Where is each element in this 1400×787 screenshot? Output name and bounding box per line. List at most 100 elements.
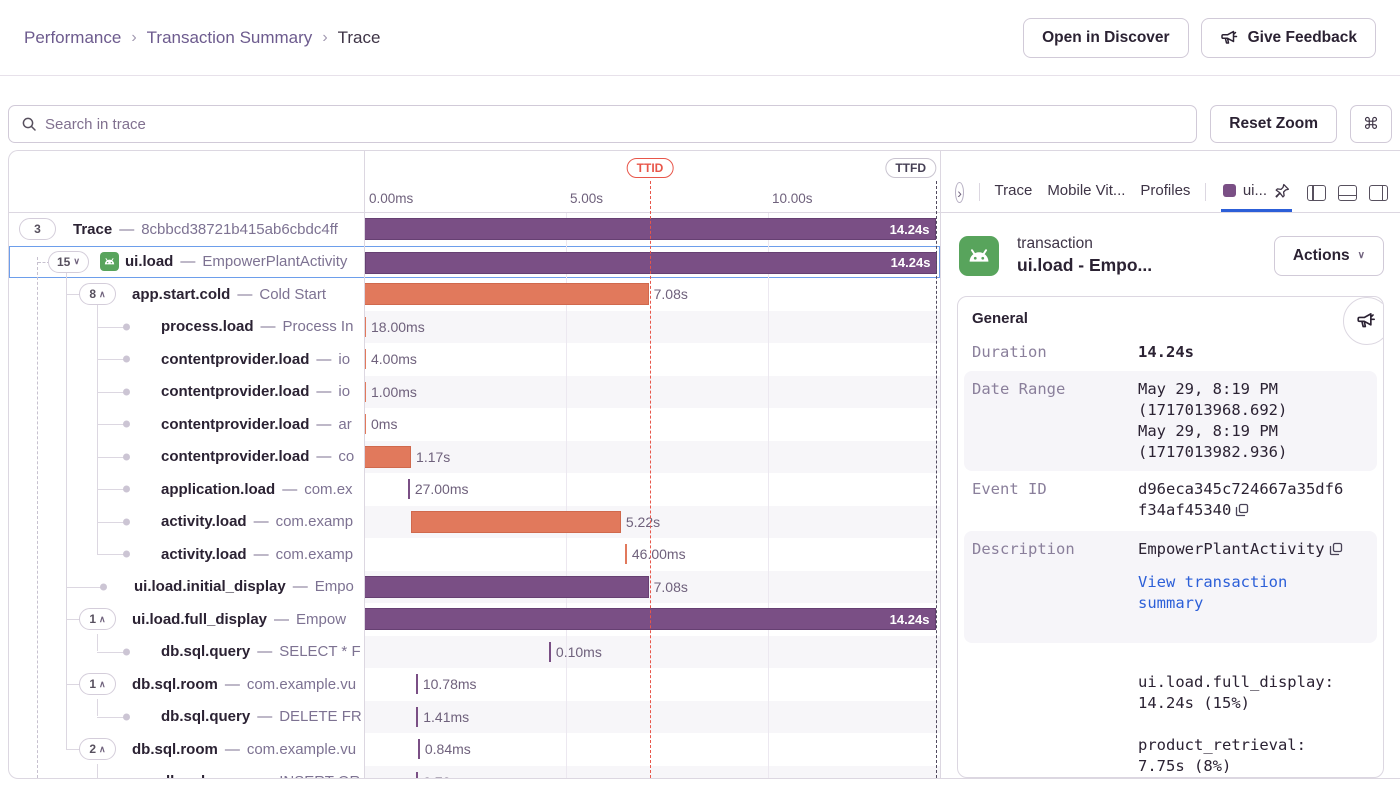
op-desc-separator: — <box>316 350 332 368</box>
collapse-panel-icon[interactable]: › <box>955 182 965 203</box>
view-transaction-summary-link[interactable]: View transaction summary <box>1138 573 1288 612</box>
op-desc-separator: — <box>257 773 272 778</box>
span-duration-bar[interactable] <box>364 381 366 402</box>
op-desc-separator: — <box>257 708 273 726</box>
span-duration-bar[interactable] <box>364 283 649 305</box>
description-text: EmpowerPlantActivity <box>1138 540 1325 558</box>
leaf-dot-icon <box>123 453 130 461</box>
span-duration-bar[interactable] <box>624 544 627 564</box>
detail-row-date-range: Date Range May 29, 8:19 PM (1717013968.6… <box>964 371 1377 471</box>
trace-row[interactable]: db.sql.query — SELECT * F 0.10ms <box>9 635 940 668</box>
trace-row[interactable]: 1 ∧ db.sql.room — com.example.vu 10.78ms <box>9 668 940 701</box>
trace-row[interactable]: application.load — com.ex 27.00ms <box>9 473 940 506</box>
expand-badge[interactable]: 1 ∧ <box>79 608 116 631</box>
trace-row[interactable]: activity.load — com.examp 46.00ms <box>9 538 940 571</box>
row-tree-cell: contentprovider.load — ar <box>9 408 364 441</box>
open-in-discover-button[interactable]: Open in Discover <box>1023 17 1189 58</box>
leaf-dot-icon <box>100 583 107 591</box>
feedback-float-button[interactable] <box>1343 297 1383 345</box>
leaf-dot-icon <box>123 323 130 331</box>
tree-timeline-divider[interactable] <box>364 151 365 778</box>
row-timeline-cell: 14.24s <box>364 603 940 636</box>
copy-icon[interactable] <box>1235 502 1249 523</box>
axis-tick-10s: 10.00s <box>772 191 813 206</box>
row-op: activity.load <box>161 545 247 563</box>
tab-mobile-vitals[interactable]: Mobile Vit... <box>1047 182 1126 199</box>
tab-active-span[interactable]: ui... <box>1220 182 1292 212</box>
expand-badge[interactable]: 15 ∨ <box>48 250 89 273</box>
expand-badge[interactable]: 1 ∧ <box>79 673 116 696</box>
trace-row[interactable]: 8 ∧ app.start.cold — Cold Start 7.08s <box>9 278 940 311</box>
breadcrumb-performance[interactable]: Performance <box>24 27 122 47</box>
row-description: DELETE FR <box>279 708 362 726</box>
layout-bottom-icon[interactable] <box>1338 185 1357 201</box>
android-icon <box>959 235 999 276</box>
span-duration-bar[interactable] <box>548 641 551 662</box>
span-duration-bar[interactable]: 14.24s <box>365 251 938 274</box>
span-duration-bar[interactable] <box>415 674 418 694</box>
reset-zoom-button[interactable]: Reset Zoom <box>1210 105 1337 143</box>
search-input[interactable] <box>45 115 1185 133</box>
shortcut-command-button[interactable]: ⌘ <box>1350 105 1392 143</box>
row-tree-cell: 1 ∧ ui.load.full_display — Empow <box>9 603 364 636</box>
trace-row[interactable]: contentprovider.load — ar 0ms <box>9 408 940 441</box>
layout-left-icon[interactable] <box>1307 185 1326 201</box>
span-duration-bar[interactable] <box>416 771 419 778</box>
span-duration-label: 1.00ms <box>371 383 417 400</box>
axis-tick-5s: 5.00s <box>570 191 604 206</box>
trace-row[interactable]: activity.load — com.examp 5.22s <box>9 505 940 538</box>
chevron-up-icon: ∧ <box>99 288 106 299</box>
leaf-dot-icon <box>123 518 130 526</box>
row-op: db.sql.room <box>132 675 218 693</box>
ttfd-marker-badge[interactable]: TTFD <box>885 158 936 178</box>
span-duration-bar[interactable] <box>364 575 649 598</box>
trace-row[interactable]: 3 Trace — 8cbbcd38721b415ab6cbdc4ff 14.24s <box>9 213 940 246</box>
expand-badge[interactable]: 2 ∧ <box>79 738 116 761</box>
row-tree-cell: activity.load — com.examp <box>9 538 364 571</box>
trace-row[interactable]: db.sql.query — DELETE FR 1.41ms <box>9 700 940 733</box>
copy-icon[interactable] <box>1329 541 1343 562</box>
actions-button[interactable]: Actions ∨ <box>1273 235 1384 276</box>
trace-row[interactable]: contentprovider.load — co 1.17s <box>9 440 940 473</box>
ttid-marker-badge[interactable]: TTID <box>626 158 674 178</box>
trace-row[interactable]: db.sql.query — INSERT OR 0.70ms <box>9 765 940 778</box>
expand-badge[interactable]: 8 ∧ <box>79 283 116 306</box>
span-duration-bar[interactable] <box>417 739 420 759</box>
span-duration-bar[interactable] <box>407 479 410 499</box>
waterfall-area: TTID TTFD 0.00ms 5.00s 10.00s 3 Trace — 8cb… <box>9 151 941 778</box>
layout-right-icon[interactable] <box>1369 185 1388 201</box>
search-box[interactable] <box>8 105 1198 143</box>
row-timeline-cell: 18.00ms <box>364 310 940 343</box>
trace-row[interactable]: 2 ∧ db.sql.room — com.example.vu 0.84ms <box>9 733 940 766</box>
span-duration-bar[interactable] <box>411 510 621 533</box>
span-duration-bar[interactable] <box>364 316 366 337</box>
span-duration-label: 1.17s <box>416 448 451 465</box>
span-duration-bar[interactable] <box>364 349 366 369</box>
trace-row[interactable]: 15 ∨ ui.load — EmpowerPlantActivity 14.24s <box>9 245 940 278</box>
tab-trace[interactable]: Trace <box>994 182 1033 199</box>
pin-icon[interactable] <box>1274 183 1290 199</box>
trace-row[interactable]: process.load — Process In 18.00ms <box>9 310 940 344</box>
row-description: Empo <box>314 578 354 596</box>
trace-row[interactable]: 1 ∧ ui.load.full_display — Empow 14.24s <box>9 603 940 636</box>
row-description: com.example.vu <box>246 675 357 693</box>
tab-profiles[interactable]: Profiles <box>1140 182 1191 199</box>
trace-row[interactable]: contentprovider.load — io 4.00ms <box>9 343 940 376</box>
span-duration-bar[interactable]: 14.24s <box>364 608 937 630</box>
breadcrumb-transaction-summary[interactable]: Transaction Summary <box>146 27 313 47</box>
trace-row[interactable]: ui.load.initial_display — Empo 7.08s <box>9 570 940 603</box>
row-description: io <box>338 383 351 401</box>
span-duration-bar[interactable] <box>364 445 412 468</box>
chevron-right-icon: › <box>131 28 137 46</box>
give-feedback-button[interactable]: Give Feedback <box>1200 17 1376 58</box>
span-duration-label: 0.84ms <box>424 741 471 758</box>
expand-badge[interactable]: 3 <box>19 218 56 241</box>
span-duration-bar[interactable] <box>416 706 419 727</box>
tree-connector <box>97 326 125 328</box>
row-tree-cell: process.load — Process In <box>9 311 364 344</box>
span-duration-bar[interactable] <box>364 414 366 434</box>
tree-connector <box>97 489 125 491</box>
span-duration-bar[interactable]: 14.24s <box>364 218 937 240</box>
row-op: activity.load <box>161 513 247 531</box>
trace-row[interactable]: contentprovider.load — io 1.00ms <box>9 375 940 408</box>
